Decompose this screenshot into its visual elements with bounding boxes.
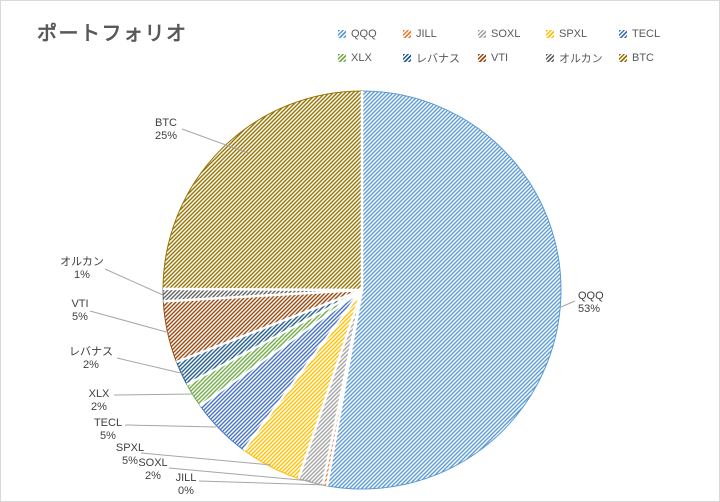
- legend-label-SPXL: SPXL: [559, 28, 588, 40]
- legend-label-レバナス: レバナス: [416, 53, 460, 65]
- legend-swatch-TECL-icon: [619, 30, 627, 38]
- legend-swatch-JILL-icon: [403, 30, 411, 38]
- legend-item-BTC[interactable]: BTC: [619, 51, 654, 65]
- pie-slice-QQQ[interactable]: [326, 90, 562, 490]
- slice-separator: [163, 288, 363, 303]
- leader-line-BTC: [181, 128, 249, 154]
- legend-item-TECL[interactable]: TECL: [619, 27, 660, 41]
- legend-item-XLX[interactable]: XLX: [338, 51, 372, 65]
- leader-line-VTI: [89, 310, 171, 334]
- legend-label-XLX: XLX: [351, 52, 372, 64]
- legend-item-SOXL[interactable]: SOXL: [478, 27, 520, 41]
- slice-separator: [162, 287, 363, 292]
- legend-swatch-レバナス-icon: [403, 54, 411, 62]
- leader-line-TECL: [124, 424, 217, 428]
- legend-swatch-BTC-icon: [619, 54, 627, 62]
- legend-item-レバナス[interactable]: レバナス: [403, 51, 460, 65]
- legend-item-VTI[interactable]: VTI: [478, 51, 508, 65]
- legend-label-VTI: VTI: [491, 52, 509, 64]
- leader-line-QQQ: [560, 300, 576, 308]
- slice-separator: [321, 289, 364, 486]
- legend-label-JILL: JILL: [416, 28, 437, 40]
- legend-item-QQQ[interactable]: QQQ: [338, 27, 377, 41]
- legend-label-オルカン: オルカン: [559, 53, 603, 65]
- slice-separator: [176, 288, 363, 364]
- legend-swatch-VTI-icon: [478, 54, 486, 62]
- leader-line-オルカン: [104, 268, 164, 296]
- slice-separator: [297, 289, 364, 480]
- slice-separator: [199, 288, 363, 407]
- legend-label-BTC: BTC: [632, 52, 654, 64]
- pie-slice-BTC[interactable]: [162, 90, 363, 291]
- legend-label-TECL: TECL: [632, 28, 661, 40]
- legend-label-QQQ: QQQ: [351, 28, 377, 40]
- legend-swatch-XLX-icon: [338, 54, 346, 62]
- legend-swatch-SPXL-icon: [546, 30, 554, 38]
- slice-separator: [242, 289, 364, 451]
- legend-item-オルカン[interactable]: オルカン: [546, 51, 603, 65]
- legend-item-SPXL[interactable]: SPXL: [546, 27, 587, 41]
- leader-line-SOXL: [168, 467, 312, 482]
- legend-swatch-SOXL-icon: [478, 30, 486, 38]
- chart-title: ポートフォリオ: [37, 23, 188, 45]
- legend-item-JILL[interactable]: JILL: [403, 27, 437, 41]
- leader-line-XLX: [113, 393, 194, 396]
- legend-label-SOXL: SOXL: [491, 28, 521, 40]
- leader-line-レバナス: [116, 357, 186, 375]
- leader-line-SPXL: [140, 452, 272, 466]
- legend-swatch-QQQ-icon: [338, 30, 346, 38]
- slice-separator: [186, 288, 363, 386]
- legend-swatch-オルカン-icon: [546, 54, 554, 62]
- leader-line-JILL: [198, 480, 327, 486]
